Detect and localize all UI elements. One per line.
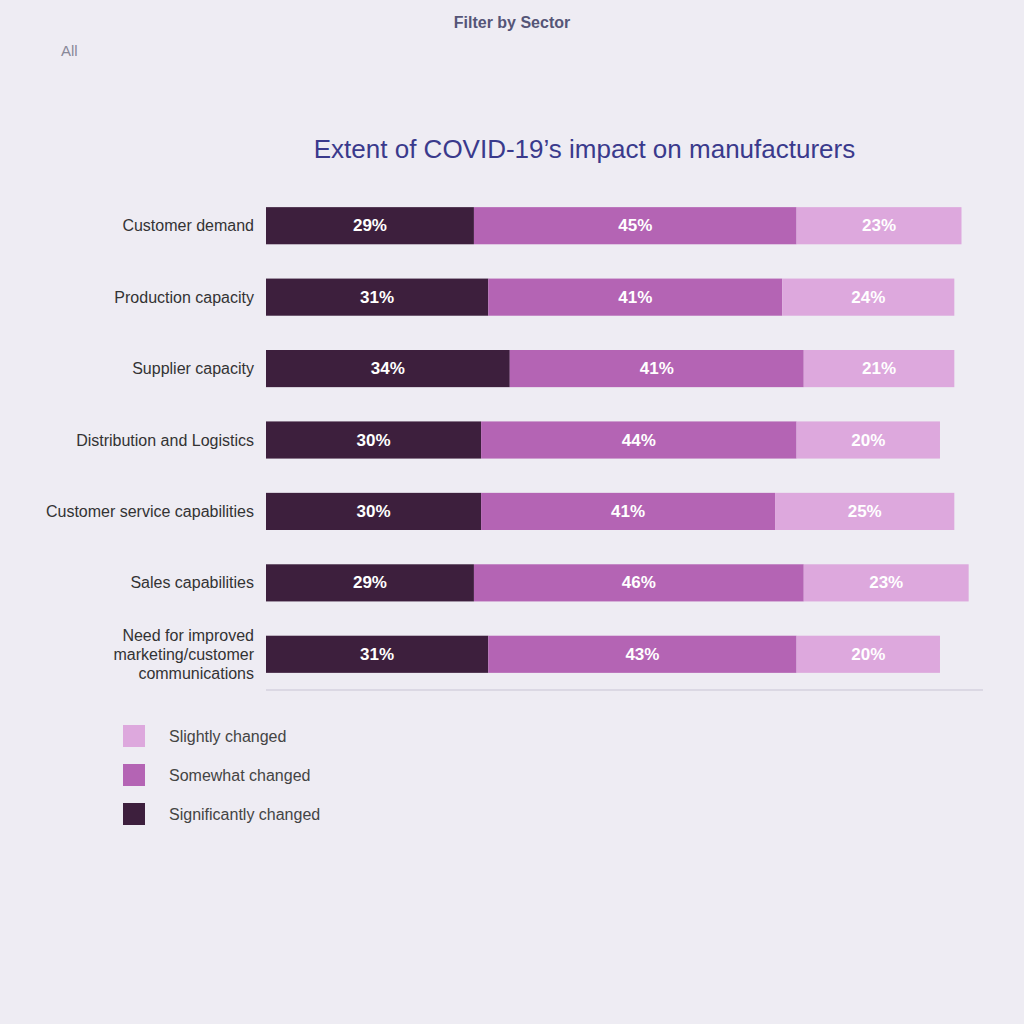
data-label: 41% bbox=[611, 502, 645, 521]
legend-label: Somewhat changed bbox=[169, 767, 310, 784]
all-label: All bbox=[61, 42, 78, 59]
chart: Filter by Sector All Extent of COVID-19’s … bbox=[0, 0, 1024, 1024]
category-label-line: Distribution and Logistics bbox=[76, 432, 254, 449]
data-label: 44% bbox=[622, 431, 656, 450]
bar bbox=[481, 493, 775, 530]
category-label-line: Customer service capabilities bbox=[46, 503, 254, 520]
category-label-line: Production capacity bbox=[114, 289, 254, 306]
legend-swatch bbox=[123, 803, 145, 825]
bar bbox=[775, 493, 954, 530]
category-label: Sales capabilities bbox=[130, 574, 254, 591]
category-label-line: Need for improved bbox=[122, 627, 254, 644]
bar bbox=[266, 421, 481, 458]
category-label-line: communications bbox=[138, 665, 254, 682]
bar bbox=[266, 564, 474, 601]
data-label: 30% bbox=[357, 502, 391, 521]
data-label: 29% bbox=[353, 216, 387, 235]
data-label: 31% bbox=[360, 288, 394, 307]
data-label: 21% bbox=[862, 359, 896, 378]
bar bbox=[804, 350, 955, 387]
bar bbox=[481, 421, 796, 458]
data-label: 45% bbox=[618, 216, 652, 235]
category-label-line: Sales capabilities bbox=[130, 574, 254, 591]
bars bbox=[266, 207, 969, 673]
category-label: Need for improved marketing/customer commu… bbox=[114, 627, 255, 682]
category-label: Supplier capacity bbox=[132, 360, 254, 377]
bar bbox=[488, 636, 796, 673]
filter-label: Filter by Sector bbox=[454, 14, 570, 31]
bar bbox=[797, 636, 940, 673]
x-axis-line bbox=[266, 690, 983, 691]
background bbox=[0, 0, 1024, 1024]
category-label-line: Supplier capacity bbox=[132, 360, 254, 377]
legend: Slightly changed Somewhat changed Signific… bbox=[123, 725, 320, 825]
data-label: 23% bbox=[862, 216, 896, 235]
data-labels: 29% 31% 34% 30% 30% 29% 31% 45% 41% 41% 44% 41% 46% 4… bbox=[353, 216, 903, 664]
data-label: 31% bbox=[360, 645, 394, 664]
data-label: 23% bbox=[869, 573, 903, 592]
bar bbox=[488, 279, 782, 316]
legend-swatch bbox=[123, 725, 145, 747]
bar bbox=[266, 279, 488, 316]
data-label: 41% bbox=[640, 359, 674, 378]
data-label: 34% bbox=[371, 359, 405, 378]
data-label: 20% bbox=[851, 431, 885, 450]
bar bbox=[510, 350, 804, 387]
category-label-line: marketing/customer bbox=[114, 646, 255, 663]
category-label: Customer service capabilities bbox=[46, 503, 254, 520]
bar bbox=[782, 279, 954, 316]
category-label: Distribution and Logistics bbox=[76, 432, 254, 449]
bar bbox=[797, 421, 940, 458]
bar bbox=[266, 207, 474, 244]
bar bbox=[804, 564, 969, 601]
bar bbox=[797, 207, 962, 244]
bar bbox=[266, 350, 510, 387]
bar bbox=[474, 207, 797, 244]
data-label: 25% bbox=[848, 502, 882, 521]
legend-label: Slightly changed bbox=[169, 728, 286, 745]
title: Extent of COVID-19’s impact on manufactu… bbox=[314, 134, 855, 164]
data-label: 30% bbox=[357, 431, 391, 450]
data-label: 29% bbox=[353, 573, 387, 592]
category-label-line: Customer demand bbox=[122, 217, 254, 234]
data-label: 24% bbox=[851, 288, 885, 307]
data-label: 20% bbox=[851, 645, 885, 664]
data-label: 43% bbox=[625, 645, 659, 664]
bar bbox=[266, 636, 488, 673]
category-label: Production capacity bbox=[114, 289, 254, 306]
bar bbox=[266, 493, 481, 530]
data-label: 41% bbox=[618, 288, 652, 307]
data-label: 46% bbox=[622, 573, 656, 592]
category-label: Customer demand bbox=[122, 217, 254, 234]
legend-swatch bbox=[123, 764, 145, 786]
legend-label: Significantly changed bbox=[169, 806, 320, 823]
bar bbox=[474, 564, 804, 601]
